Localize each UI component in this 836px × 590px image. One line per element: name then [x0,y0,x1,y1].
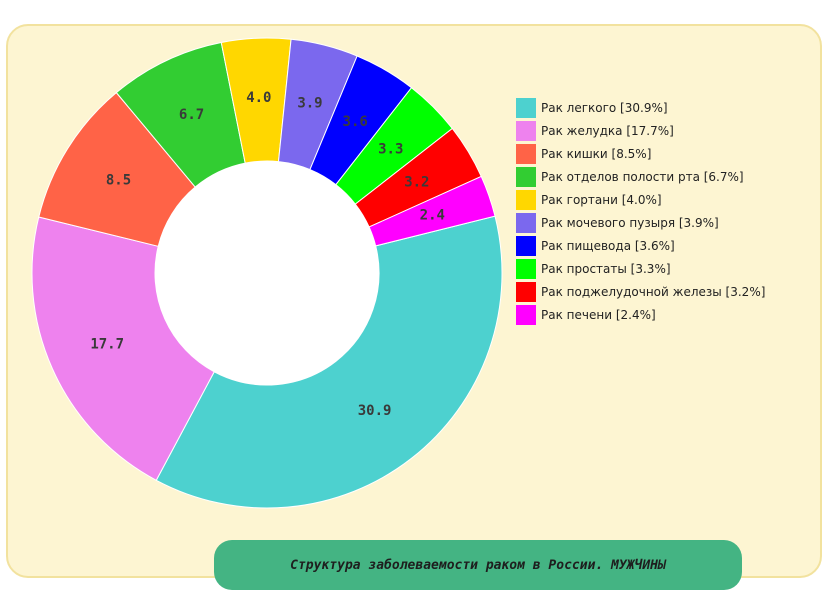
legend-item: Рак отделов полости рта [6.7%] [516,165,765,188]
legend-swatch [516,166,536,187]
chart-title-box: Структура заболеваемости раком в России.… [214,540,742,590]
legend-swatch [516,97,536,118]
slice-label-3: 8.5 [106,172,131,188]
legend-swatch [516,281,536,302]
legend-label: Рак простаты [3.3%] [541,261,671,276]
donut-hole [155,161,379,385]
slice-label-5: 4.0 [246,90,271,106]
legend-label: Рак отделов полости рта [6.7%] [541,169,744,184]
chart-title: Структура заболеваемости раком в России.… [290,557,666,573]
legend-item: Рак печени [2.4%] [516,303,765,326]
legend-item: Рак гортани [4.0%] [516,188,765,211]
slice-label-4: 6.7 [179,107,204,123]
legend-swatch [516,235,536,256]
legend-label: Рак мочевого пузыря [3.9%] [541,215,719,230]
legend-item: Рак кишки [8.5%] [516,142,765,165]
legend-item: Рак поджелудочной железы [3.2%] [516,280,765,303]
slice-label-7: 3.6 [343,114,368,130]
legend-label: Рак кишки [8.5%] [541,146,652,161]
legend-swatch [516,258,536,279]
slice-label-1: 30.9 [358,403,392,419]
slice-label-10: 2.4 [420,208,445,224]
legend-swatch [516,120,536,141]
legend-label: Рак гортани [4.0%] [541,192,662,207]
chart-panel: 30.9 17.7 8.5 6.7 4.0 3.9 3.6 3.3 3.2 2.4 Рак лег… [6,24,822,590]
legend-label: Рак печени [2.4%] [541,307,656,322]
legend-label: Рак легкого [30.9%] [541,100,668,115]
slice-label-2: 17.7 [90,336,124,352]
legend-swatch [516,143,536,164]
legend-item: Рак мочевого пузыря [3.9%] [516,211,765,234]
legend-item: Рак легкого [30.9%] [516,96,765,119]
slice-label-6: 3.9 [297,95,322,111]
slice-label-9: 3.2 [404,175,429,191]
donut-chart: 30.9 17.7 8.5 6.7 4.0 3.9 3.6 3.3 3.2 2.4 [31,37,503,509]
slice-label-8: 3.3 [378,141,403,157]
chart-legend: Рак легкого [30.9%] Рак желудка [17.7%] Ра… [516,96,765,326]
legend-swatch [516,189,536,210]
legend-item: Рак желудка [17.7%] [516,119,765,142]
legend-item: Рак пищевода [3.6%] [516,234,765,257]
legend-swatch [516,212,536,233]
legend-label: Рак пищевода [3.6%] [541,238,675,253]
legend-swatch [516,304,536,325]
legend-label: Рак поджелудочной железы [3.2%] [541,284,766,299]
legend-item: Рак простаты [3.3%] [516,257,765,280]
legend-label: Рак желудка [17.7%] [541,123,674,138]
